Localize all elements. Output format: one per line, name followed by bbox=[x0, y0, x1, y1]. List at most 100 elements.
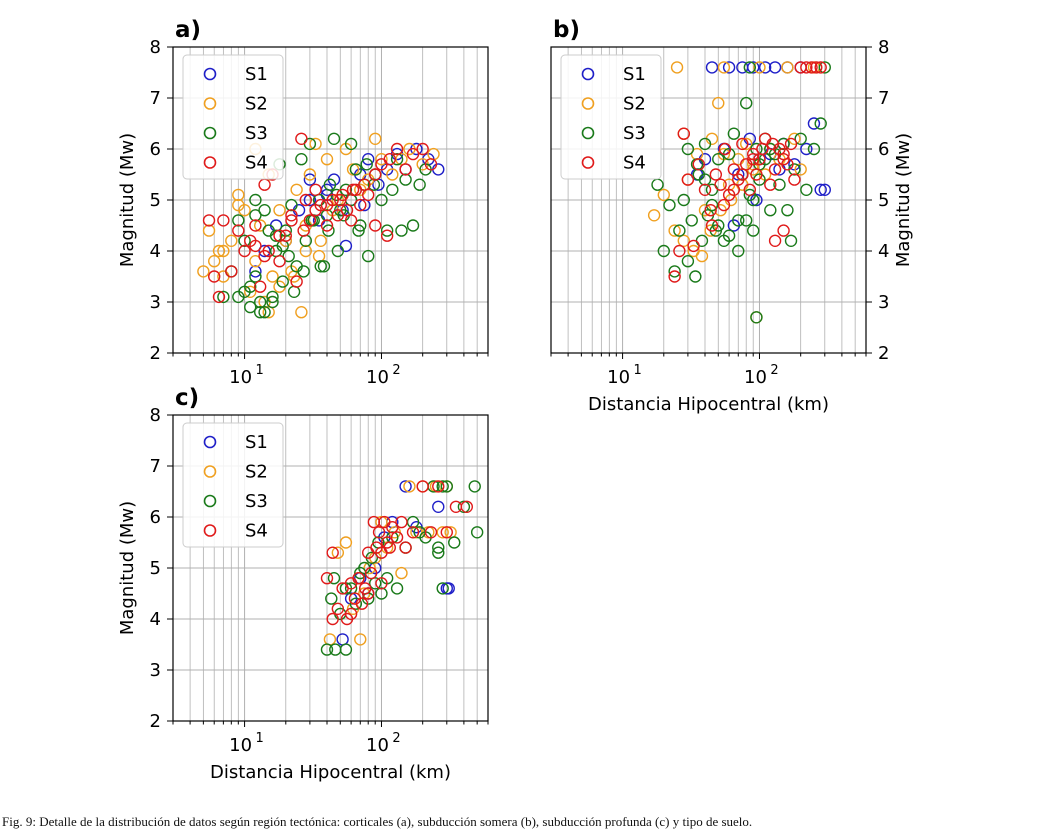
data-point-s4 bbox=[362, 587, 375, 600]
data-point-s4 bbox=[788, 173, 801, 186]
data-point-s4 bbox=[334, 193, 347, 207]
y-tick-label: 3 bbox=[150, 660, 161, 681]
data-point-s3 bbox=[386, 183, 399, 197]
data-point-s3 bbox=[232, 290, 245, 304]
data-point-s4 bbox=[303, 214, 317, 227]
data-point-s4 bbox=[736, 137, 749, 151]
data-point-s4 bbox=[805, 61, 818, 74]
data-point-s2 bbox=[202, 224, 216, 237]
data-point-s3 bbox=[295, 152, 308, 166]
legend-box bbox=[182, 422, 284, 548]
data-point-s2 bbox=[740, 137, 753, 151]
data-point-s4 bbox=[692, 158, 705, 171]
x-tick-exponent: 2 bbox=[392, 731, 400, 746]
data-point-s3 bbox=[651, 178, 664, 191]
data-point-s3 bbox=[794, 132, 807, 146]
data-point-s2 bbox=[712, 96, 725, 110]
data-point-s1 bbox=[814, 183, 827, 197]
data-point-s2 bbox=[244, 285, 257, 298]
x-tick-exponent: 1 bbox=[255, 363, 263, 378]
data-point-s4 bbox=[212, 290, 226, 304]
legend-marker-s4 bbox=[203, 156, 217, 169]
data-point-s4 bbox=[202, 214, 216, 227]
data-point-s3 bbox=[362, 249, 375, 263]
data-point-s3 bbox=[217, 290, 230, 304]
y-axis-label: Magnitud (Mw) bbox=[117, 501, 138, 635]
data-point-s4 bbox=[344, 607, 358, 621]
data-point-s3 bbox=[732, 214, 745, 227]
data-point-s3 bbox=[339, 643, 353, 656]
data-point-s4 bbox=[295, 132, 308, 146]
data-point-s3 bbox=[327, 132, 341, 146]
data-point-s1 bbox=[818, 183, 831, 197]
data-point-s2 bbox=[290, 183, 303, 197]
y-tick-label: 7 bbox=[150, 88, 161, 109]
legend-label-s2: S2 bbox=[623, 94, 646, 115]
legend-marker-s1 bbox=[203, 435, 217, 449]
data-point-s3 bbox=[232, 214, 245, 227]
data-point-s3 bbox=[750, 311, 763, 324]
data-point-s4 bbox=[717, 198, 731, 212]
data-point-s3 bbox=[253, 295, 267, 309]
data-point-s4 bbox=[346, 183, 360, 197]
data-point-s4 bbox=[736, 168, 749, 181]
data-point-s4 bbox=[814, 61, 827, 74]
data-point-s3 bbox=[244, 280, 257, 293]
data-point-s1 bbox=[747, 61, 760, 74]
data-point-s3 bbox=[448, 536, 461, 549]
data-point-s4 bbox=[279, 229, 292, 242]
x-tick-exponent: 2 bbox=[392, 363, 400, 378]
data-point-s4 bbox=[386, 521, 399, 534]
data-point-s3 bbox=[285, 198, 298, 212]
legend-label-s2: S2 bbox=[245, 462, 268, 483]
data-point-s4 bbox=[758, 132, 772, 146]
data-point-s4 bbox=[352, 572, 365, 585]
legend-label-s4: S4 bbox=[245, 521, 268, 542]
data-point-s3 bbox=[673, 224, 686, 237]
legend-label-s1: S1 bbox=[623, 64, 646, 85]
data-point-s2 bbox=[794, 163, 807, 176]
data-point-s3 bbox=[258, 203, 271, 217]
data-point-s4 bbox=[380, 229, 394, 242]
data-point-s2 bbox=[273, 203, 286, 217]
data-point-s1 bbox=[303, 173, 317, 186]
y-tick-label: 5 bbox=[150, 190, 161, 211]
data-point-s3 bbox=[668, 265, 681, 278]
panel-label: a) bbox=[175, 17, 201, 43]
data-point-s3 bbox=[269, 229, 283, 242]
data-point-s4 bbox=[232, 224, 245, 237]
data-point-s3 bbox=[244, 300, 257, 314]
data-point-s3 bbox=[297, 265, 310, 278]
data-point-s4 bbox=[369, 219, 382, 232]
legend-marker-s1 bbox=[203, 67, 217, 81]
data-point-s2 bbox=[695, 249, 709, 263]
data-point-s3 bbox=[432, 546, 445, 559]
data-point-s3 bbox=[663, 198, 676, 212]
legend-marker-s2 bbox=[203, 465, 217, 478]
data-point-s4 bbox=[704, 203, 717, 217]
data-point-s3 bbox=[740, 214, 753, 227]
data-point-s4 bbox=[383, 541, 396, 554]
data-point-s4 bbox=[273, 229, 286, 242]
y-tick-label: 4 bbox=[150, 609, 161, 630]
data-point-s4 bbox=[364, 566, 378, 580]
data-point-s2 bbox=[670, 61, 684, 74]
data-point-s3 bbox=[375, 193, 388, 207]
data-point-s4 bbox=[225, 265, 238, 278]
data-point-s4 bbox=[320, 572, 334, 585]
data-point-s3 bbox=[390, 582, 404, 595]
data-point-s2 bbox=[299, 244, 312, 258]
data-point-s4 bbox=[743, 183, 757, 197]
x-axis-label: Distancia Hipocentral (km) bbox=[588, 394, 829, 415]
data-point-s3 bbox=[282, 249, 295, 263]
data-point-s4 bbox=[217, 214, 230, 227]
data-point-s2 bbox=[309, 137, 322, 151]
data-point-s3 bbox=[344, 137, 358, 151]
data-point-s4 bbox=[358, 178, 371, 191]
legend-label-s3: S3 bbox=[245, 491, 268, 512]
data-point-s3 bbox=[681, 255, 695, 268]
data-point-s2 bbox=[395, 566, 408, 580]
